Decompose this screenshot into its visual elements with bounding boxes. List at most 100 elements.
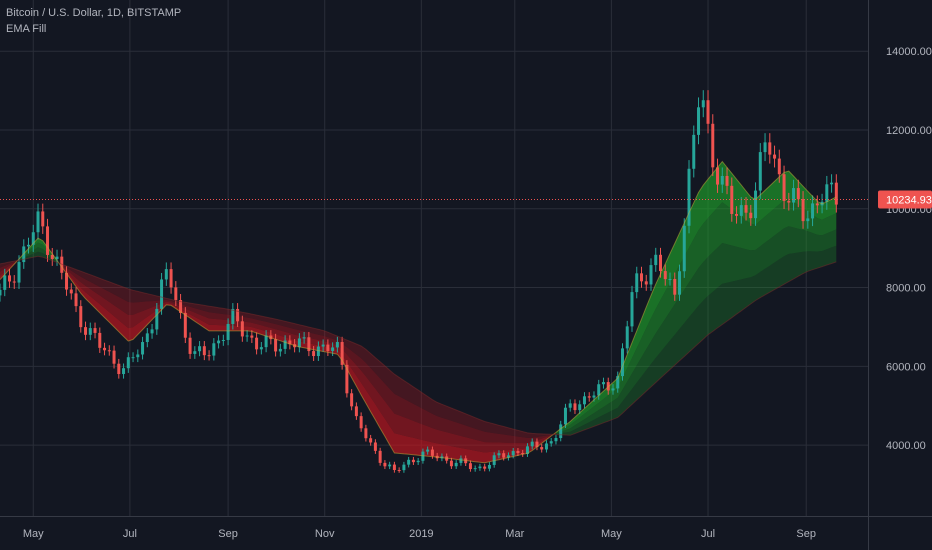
candle-body [620,348,624,377]
candle-body [758,152,762,191]
candle-body [449,460,453,467]
candle-body [587,396,591,398]
candle-body [630,292,634,327]
candle-body [706,100,710,124]
candle-body [164,269,168,280]
candle-body [421,451,425,461]
candle-body [663,271,667,280]
candle-body [112,350,116,364]
candle-body [416,460,420,463]
last-price-label: 10234.93 [886,195,932,207]
ema-ribbon-band-0-3 [556,161,837,433]
candle-body [188,337,192,354]
candle-body [459,458,463,463]
candle-body [559,424,563,439]
candle-body [739,205,743,216]
candle-body [364,428,368,439]
candle-body [41,211,45,227]
candle-body [312,351,316,357]
candle-body [673,279,677,295]
candle-body [131,357,135,359]
candle-body [506,455,510,458]
candle-body [388,464,392,467]
candle-body [8,275,12,282]
candle-body [179,300,183,313]
candle-body [654,254,658,266]
ema-ribbon-band-2-1 [19,247,62,266]
candle-body [806,218,810,222]
candle-body [88,328,92,335]
candle-body [535,441,539,448]
candle-body [240,321,244,337]
candle-body [145,333,149,343]
candle-body [202,346,206,356]
candle-body [141,342,145,355]
candle-body [98,332,102,348]
candle-body [278,348,282,352]
candle-body [521,453,525,455]
candle-body [103,347,107,351]
candle-body [150,329,154,334]
candle-body [407,459,411,465]
candle-body [65,272,69,290]
symbol-title: Bitcoin / U.S. Dollar, 1D, BITSTAMP [6,7,182,19]
candle-body [525,446,529,454]
candle-body [46,226,50,255]
candle-body [735,213,739,216]
candle-body [773,154,777,159]
candle-body [345,364,349,394]
ema-ribbon-band-1-1 [19,242,62,267]
candle-body [578,404,582,411]
candle-body [136,354,140,358]
candle-body [511,451,515,456]
x-tick-label-1: Jul [123,528,137,540]
candle-body [483,466,487,469]
candle-body [0,289,2,296]
x-tick-label-7: Jul [701,528,715,540]
candle-body [716,167,720,185]
candle-body [568,403,572,408]
candle-body [316,346,320,357]
candle-body [331,347,335,351]
x-tick-label-5: Mar [505,528,524,540]
candle-body [321,344,325,347]
candle-body [678,271,682,295]
chart-legend: Bitcoin / U.S. Dollar, 1D, BITSTAMP EMA … [6,5,181,37]
candle-body [639,273,643,282]
candle-body [397,470,401,472]
y-tick-label-4: 6000.00 [886,361,926,373]
candle-body [212,343,216,356]
x-tick-label-3: Nov [315,528,335,540]
candle-body [193,351,197,354]
candle-body [573,403,577,411]
candle-body [711,123,715,168]
candle-body [221,339,225,341]
candle-body [392,464,396,471]
candle-body [487,464,491,469]
candle-body [17,262,21,283]
candle-body [259,347,263,350]
candle-body [426,449,430,452]
ema-ribbon-band-3-3 [556,245,837,436]
candle-body [340,342,344,365]
candle-body [616,376,620,389]
candle-body [744,205,748,213]
candle-body [782,174,786,201]
candle-body [350,393,354,407]
candle-body [478,466,482,469]
x-tick-label-2: Sep [218,528,238,540]
candle-body [12,281,16,283]
last-price-tag [878,190,932,209]
candle-body [122,368,126,375]
candle-body [155,308,159,330]
candle-body [516,451,520,454]
candle-body [544,443,548,450]
candle-body [801,199,805,222]
candle-body [601,382,605,385]
indicator-name[interactable]: EMA Fill [6,23,47,35]
candle-body [430,449,434,456]
candle-body [768,142,772,155]
ema-ribbon-band-2-0 [0,259,19,272]
